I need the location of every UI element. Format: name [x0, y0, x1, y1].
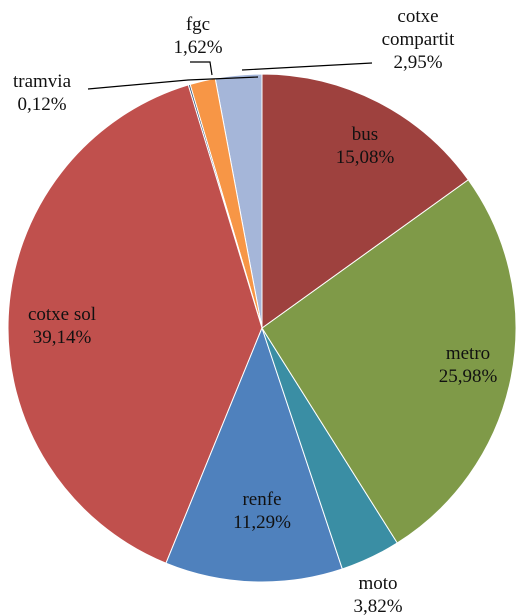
category-label: moto [358, 573, 398, 594]
category-label: metro [445, 343, 491, 364]
data-label: cotxe compartit 2,95% [363, 5, 473, 74]
data-label: tramvia 0,12% [0, 70, 142, 116]
category-label: cotxe compartit [381, 6, 455, 50]
category-label: cotxe sol [27, 304, 97, 325]
category-label: fgc [185, 14, 211, 35]
data-label: renfe 11,29% [162, 488, 362, 534]
value-label: 1,62% [173, 37, 223, 58]
value-label: 39,14% [32, 327, 92, 348]
leader-line [241, 62, 373, 71]
pie-slice [261, 179, 517, 544]
value-label: 0,12% [17, 94, 67, 115]
pie-slice [7, 84, 263, 564]
leader-line [87, 76, 259, 90]
value-label: 2,95% [393, 52, 443, 73]
category-label: bus [351, 124, 379, 145]
value-label: 11,29% [233, 512, 291, 533]
value-label: 25,98% [438, 366, 498, 387]
data-label: fgc 1,62% [98, 13, 298, 59]
leader-line [190, 61, 213, 76]
data-label: cotxe sol 39,14% [0, 303, 162, 349]
value-label: 15,08% [335, 147, 395, 168]
category-label: renfe [242, 489, 282, 510]
category-label: tramvia [12, 71, 72, 92]
pie-slice [261, 73, 469, 329]
data-label: bus 15,08% [265, 123, 465, 169]
value-label: 3,82% [353, 596, 403, 616]
data-label: moto 3,82% [278, 572, 478, 616]
pie-slice [165, 326, 343, 583]
data-label: metro 25,98% [368, 342, 517, 388]
